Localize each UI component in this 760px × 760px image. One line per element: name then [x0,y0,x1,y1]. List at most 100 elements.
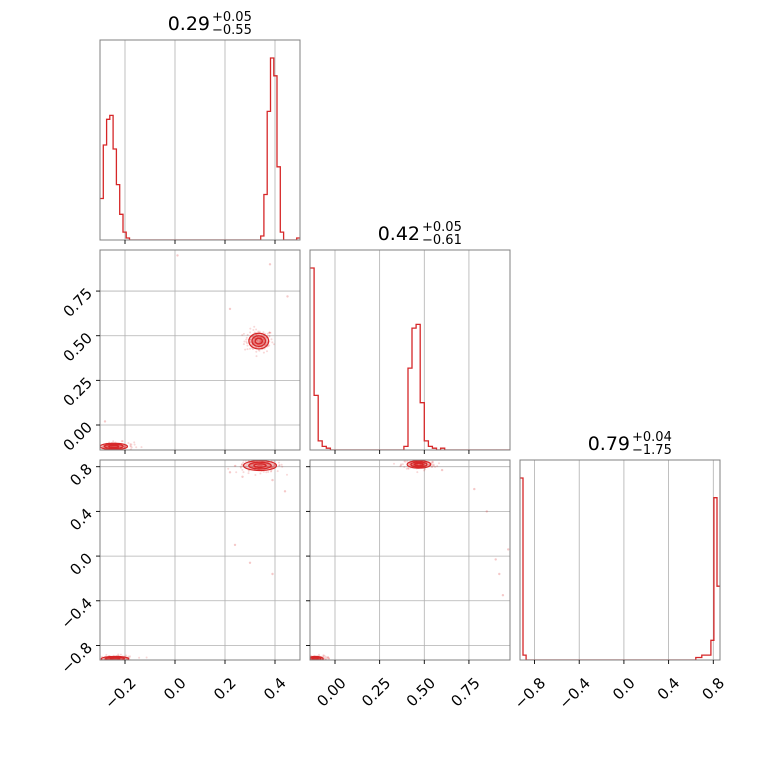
sample-point [268,331,271,334]
sample-point [432,463,435,466]
outlier-point [494,558,497,561]
sample-point [320,660,322,662]
sample-point [320,660,322,662]
panel-0-0 [99,39,301,244]
sample-point [253,331,256,334]
sample-point [246,342,248,345]
sample-point [266,458,268,460]
sample-point [91,662,93,664]
sample-point [438,462,440,465]
sample-point [280,463,283,466]
sample-point [403,460,406,463]
sample-point [108,665,110,667]
panel-frame [519,459,721,661]
sample-point [241,334,244,336]
sample-point [268,331,271,334]
sample-point [145,656,148,659]
sample-point [254,453,256,455]
density-cluster [393,460,440,474]
sample-point [116,661,118,663]
sample-point [307,658,309,660]
contour-inner [413,462,424,467]
sample-point [102,445,105,448]
sample-point [242,461,245,464]
y-tick-label: −0.8 [58,639,96,677]
sample-point [326,656,329,659]
sample-point [262,351,265,354]
y-tick-label: 0.75 [60,284,96,320]
x-tick-label: −0.2 [101,674,139,712]
sample-point [318,653,320,656]
sample-point [328,657,330,660]
sample-point [273,464,276,467]
sample-point [273,343,275,346]
histogram-step-line [100,57,300,240]
sample-point [130,443,133,446]
sample-point [278,464,281,467]
sample-point [267,471,270,473]
sample-point [241,468,244,471]
sample-point [270,338,273,341]
sample-point [270,466,273,469]
x-tick-label: −0.8 [511,674,549,712]
sample-point [255,355,258,358]
sample-point [416,471,419,474]
sample-point [323,657,326,659]
sample-point [113,661,115,663]
sample-point [252,329,255,331]
panel-content [520,477,720,660]
sample-point [430,461,433,464]
sample-point [307,660,309,662]
sample-point [257,464,260,467]
sample-point [266,332,269,335]
sample-point [107,450,109,452]
sample-point [307,655,309,657]
sample-point [316,661,318,663]
sample-point [95,659,97,661]
sample-point [244,348,247,351]
sample-point [277,461,280,464]
sample-point [92,658,94,660]
panel-content [91,453,288,667]
sample-point [303,658,305,660]
sample-point [271,465,274,468]
sample-point [256,339,259,342]
sample-point [431,460,434,463]
outlier-point [286,295,289,298]
sample-point [262,456,264,458]
sample-point [304,657,306,659]
contour-inner [108,444,120,449]
sample-point [262,458,264,460]
outlier-point [233,543,237,547]
sample-point [408,463,411,465]
outlier-point [271,572,274,576]
sample-point [278,464,281,467]
sample-point [321,661,323,663]
sample-point [97,662,99,664]
sample-point [431,464,434,467]
sample-point [91,447,93,449]
sample-point [434,465,437,468]
sample-point [305,657,307,659]
sample-point [269,331,272,334]
sample-point [261,464,264,467]
sample-point [268,344,271,347]
sample-point [102,451,104,453]
sample-point [319,661,321,663]
sample-point [405,467,408,470]
x-tick-label: 0.50 [403,674,439,710]
sample-point [431,466,434,468]
sample-point [258,464,261,467]
title-minus: −1.75 [632,443,672,458]
x-tick-label: 0.0 [160,674,190,704]
outlier-point [228,471,232,474]
density-cluster [241,325,275,358]
sample-point [307,661,309,663]
sample-point [272,463,275,466]
density-cluster [227,453,288,476]
sample-point [312,662,314,664]
sample-point [256,464,259,467]
y-tick-label: 0.25 [60,374,96,410]
outlier-point [228,307,232,311]
